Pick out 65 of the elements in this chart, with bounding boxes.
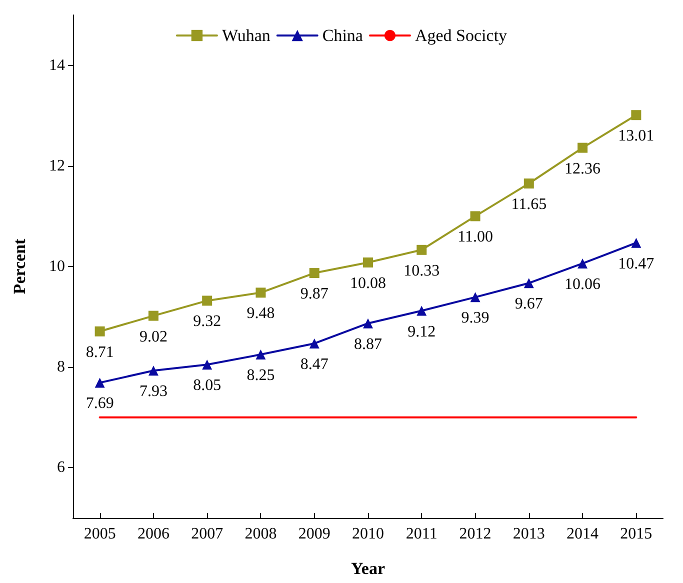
x-tick-label: 2009 — [298, 526, 330, 542]
data-label: 8.47 — [300, 356, 328, 373]
x-tick-label: 2014 — [566, 526, 599, 542]
data-label: 9.02 — [139, 328, 168, 346]
data-label: 8.87 — [354, 336, 382, 353]
data-label: 11.00 — [458, 228, 493, 246]
x-tick-label: 2013 — [512, 526, 545, 542]
y-tick-label: 10 — [49, 258, 65, 275]
y-axis-title: Percent — [10, 238, 29, 294]
x-tick-label: 2011 — [406, 526, 438, 542]
data-label: 10.08 — [350, 274, 386, 292]
data-label: 10.47 — [618, 255, 654, 272]
legend-label: Aged Socicty — [414, 26, 508, 45]
point — [524, 278, 534, 288]
x-tick-label: 2006 — [137, 526, 170, 542]
data-label: 8.71 — [86, 344, 114, 361]
data-label: 13.01 — [618, 128, 654, 145]
point — [94, 378, 105, 388]
point — [148, 366, 158, 376]
data-label: 11.65 — [511, 196, 547, 214]
data-label: 8.25 — [246, 367, 275, 384]
data-label: 9.39 — [461, 310, 490, 327]
data-label: 7.93 — [139, 383, 168, 400]
point — [470, 211, 480, 222]
point — [202, 296, 212, 306]
point — [578, 258, 588, 268]
point — [631, 238, 642, 248]
legend-label: China — [322, 26, 364, 45]
data-label: 10.33 — [404, 262, 440, 280]
data-label: 9.12 — [408, 323, 436, 340]
data-label: 9.32 — [193, 313, 222, 330]
point — [470, 292, 480, 302]
y-tick-label: 12 — [49, 157, 65, 174]
point — [148, 310, 158, 321]
point — [631, 110, 642, 120]
x-tick-label: 2015 — [620, 526, 652, 542]
point — [309, 338, 320, 348]
data-label: 8.05 — [193, 377, 222, 394]
point — [524, 178, 534, 189]
data-label: 9.67 — [514, 296, 543, 313]
data-label: 9.87 — [300, 286, 328, 303]
point — [578, 142, 588, 153]
data-label: 10.06 — [564, 276, 601, 293]
x-tick-label: 2010 — [352, 526, 384, 542]
point — [416, 244, 427, 255]
point — [363, 257, 373, 268]
point — [202, 360, 212, 370]
point — [256, 288, 266, 298]
data-label: 9.48 — [246, 305, 275, 322]
point — [416, 306, 427, 316]
point — [363, 318, 373, 328]
y-tick-label: 6 — [57, 459, 65, 476]
x-tick-label: 2005 — [84, 526, 116, 542]
x-tick-label: 2007 — [191, 526, 224, 542]
point — [94, 326, 105, 336]
y-tick-label: 8 — [57, 358, 65, 376]
x-tick-label: 2008 — [244, 526, 277, 542]
x-axis-title: Year — [351, 559, 386, 578]
data-label: 12.36 — [564, 160, 601, 178]
x-tick-label: 2012 — [459, 526, 492, 542]
point — [256, 350, 266, 360]
y-tick-label: 14 — [49, 56, 65, 74]
point — [309, 268, 320, 278]
data-label: 7.69 — [86, 395, 114, 412]
legend-label: Wuhan — [222, 26, 271, 45]
